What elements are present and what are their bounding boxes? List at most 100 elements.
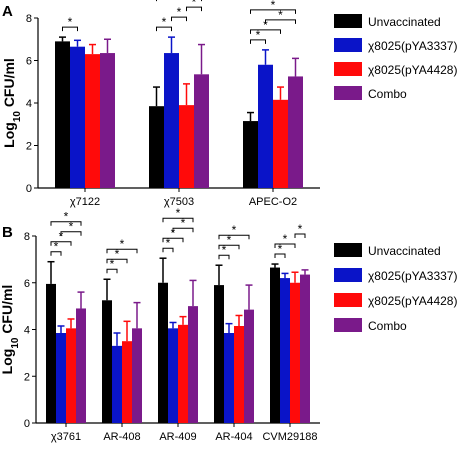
y-axis-label-unit: CFU/ml — [0, 285, 15, 338]
bar-3 — [179, 105, 194, 188]
bar-2 — [112, 345, 122, 423]
significance-bracket — [218, 244, 240, 250]
significance-bracket — [50, 221, 82, 226]
bar-3 — [85, 54, 100, 188]
bar-3 — [234, 325, 244, 423]
legend-label: Unvaccinated — [368, 244, 441, 258]
y-axis-label-main: Log — [1, 122, 17, 148]
significance-star: * — [298, 222, 303, 236]
x-category-label: CVM29188 — [262, 431, 317, 443]
significance-star: * — [162, 15, 167, 29]
significance-bracket — [60, 231, 82, 236]
bar-2 — [258, 64, 273, 188]
significance-bracket — [274, 243, 296, 249]
legend-label: χ8025(pYA4428) — [368, 294, 457, 308]
significance-bracket — [171, 16, 187, 22]
significance-star: * — [69, 220, 74, 234]
significance-bracket — [156, 26, 172, 32]
x-category-label: APEC-O2 — [249, 196, 297, 208]
y-tick-label: 6 — [24, 278, 30, 290]
significance-bracket — [218, 254, 230, 260]
bar-4 — [194, 74, 209, 188]
x-category-label: χ7122 — [70, 196, 100, 208]
significance-star: * — [283, 232, 288, 246]
panel-b: B Log10 CFU/ml 0 2 4 6 8 χ3761 AR-408 AR-409 AR-40… — [0, 206, 457, 443]
legend-swatch — [334, 86, 362, 100]
legend-label: Unvaccinated — [368, 15, 441, 29]
y-tick-label: 4 — [24, 325, 30, 337]
legend-swatch — [334, 14, 362, 28]
legend-label: χ8025(pYA4428) — [368, 63, 457, 77]
bar-4 — [132, 328, 142, 423]
significance-star: * — [54, 240, 59, 254]
significance-star: * — [110, 257, 115, 271]
bar-3 — [178, 324, 188, 423]
legend-swatch — [334, 62, 362, 76]
significance-star: * — [222, 243, 227, 257]
significance-star: * — [227, 233, 232, 247]
bar-1 — [243, 121, 258, 188]
significance-bracket — [186, 6, 202, 12]
y-tick-label: 2 — [26, 141, 32, 153]
y-tick-label: 4 — [26, 98, 32, 110]
significance-bracket — [62, 26, 78, 32]
legend-swatch — [334, 243, 362, 257]
bar-1 — [55, 41, 70, 188]
bar-4 — [100, 53, 115, 188]
bar-1 — [102, 300, 112, 423]
significance-bracket — [106, 268, 118, 274]
y-axis-label: Log10 CFU/ml — [1, 58, 23, 148]
bar-4 — [300, 274, 310, 423]
significance-bracket — [162, 217, 194, 223]
significance-bracket — [250, 29, 281, 34]
significance-star: * — [120, 237, 125, 251]
significance-star: * — [232, 223, 237, 237]
significance-star: * — [166, 236, 171, 250]
bar-2 — [168, 328, 178, 423]
significance-bracket — [294, 233, 306, 239]
significance-bracket — [172, 227, 194, 233]
significance-star: * — [181, 216, 186, 230]
significance-star: * — [68, 15, 73, 29]
bar-1 — [214, 285, 224, 423]
y-tick-label: 0 — [24, 418, 30, 430]
panel-label: A — [2, 3, 13, 20]
significance-bracket — [218, 234, 250, 240]
legend-label: χ8025(pYA3337) — [368, 269, 457, 283]
y-axis-label-main: Log — [0, 349, 15, 375]
legend-swatch — [334, 318, 362, 332]
significance-star: * — [171, 226, 176, 240]
bar-2 — [280, 278, 290, 423]
significance-star: * — [59, 230, 64, 244]
y-axis-label-unit: CFU/ml — [1, 58, 17, 111]
bar-2 — [224, 333, 234, 423]
y-tick-label: 0 — [26, 183, 32, 195]
x-category-label: AR-404 — [215, 431, 252, 443]
y-axis-label: Log10 CFU/ml — [0, 285, 21, 375]
significance-star: * — [177, 5, 182, 19]
significance-star: * — [256, 28, 261, 42]
panel-label: B — [2, 224, 13, 241]
significance-star: * — [278, 8, 283, 22]
legend-swatch — [334, 293, 362, 307]
significance-bracket — [50, 251, 62, 256]
significance-star: * — [271, 0, 276, 12]
significance-bracket — [265, 19, 296, 24]
significance-bracket — [274, 253, 286, 259]
bar-2 — [164, 53, 179, 188]
significance-star: * — [192, 0, 197, 9]
x-category-label: AR-408 — [103, 431, 140, 443]
significance-star: * — [263, 18, 268, 32]
bar-4 — [76, 308, 86, 423]
bar-3 — [273, 99, 288, 188]
bar-4 — [288, 76, 303, 188]
significance-star: * — [176, 206, 181, 220]
y-axis-label-subscript: 10 — [12, 111, 23, 123]
significance-bracket — [50, 241, 72, 246]
bar-1 — [158, 282, 168, 423]
legend-label: Combo — [368, 319, 407, 333]
significance-bracket — [106, 258, 128, 264]
bar-3 — [122, 341, 132, 423]
